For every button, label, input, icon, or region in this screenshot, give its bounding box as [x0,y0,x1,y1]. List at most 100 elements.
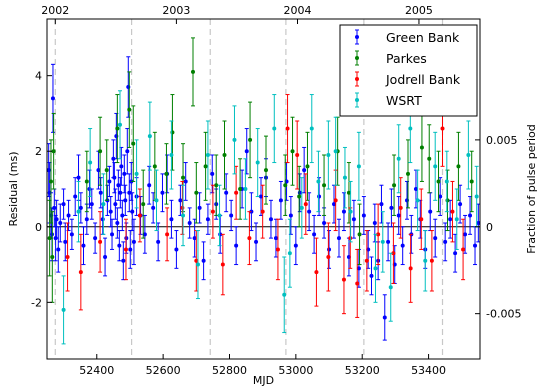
data-point [273,218,278,258]
point-marker [305,164,310,169]
point-marker [50,96,55,101]
data-point [396,196,401,235]
data-point [50,211,55,303]
point-marker [108,209,113,214]
point-marker [400,243,405,248]
data-point [100,203,105,235]
data-point [89,188,94,220]
data-point [268,199,273,239]
data-point [50,63,55,133]
point-marker [433,236,438,241]
data-point [169,199,174,239]
point-marker [282,292,287,297]
point-marker [336,236,341,241]
point-marker [456,164,461,169]
data-point [65,222,70,292]
point-marker [56,247,61,252]
data-point [317,177,322,216]
point-marker [392,183,397,188]
data-point [463,214,468,254]
point-marker [224,190,229,195]
data-point [183,162,188,201]
point-marker [243,187,248,191]
point-marker [181,213,186,218]
data-point [415,169,420,232]
point-marker [376,232,381,237]
point-marker [120,213,125,218]
point-marker [287,251,292,256]
legend-label: WSRT [386,93,422,108]
point-marker [131,239,136,244]
data-point [436,150,441,213]
point-marker [130,209,135,214]
data-point [104,139,109,201]
point-marker [453,251,458,256]
x-axis-label: MJD [253,374,274,387]
point-marker [165,232,170,237]
data-point [391,222,396,284]
y-tick-label: 4 [35,70,42,83]
data-point [73,177,78,216]
point-marker [154,198,159,203]
data-point [450,180,455,243]
point-marker [255,160,260,165]
point-marker [326,153,331,157]
data-point [314,237,319,307]
data-point [127,71,132,148]
point-marker [112,175,117,180]
point-marker [405,171,410,176]
right-tick-label: 0 [486,221,493,234]
point-marker [147,134,152,139]
data-point [147,165,152,205]
data-point [93,222,98,254]
data-point [428,192,433,232]
point-marker [260,209,265,214]
point-marker [293,243,298,248]
data-point [285,94,290,164]
point-marker [128,247,133,252]
point-marker [364,258,369,263]
data-point [448,199,453,239]
data-point [194,162,199,224]
x-tick-label: 53000 [278,364,313,377]
data-point [174,230,179,269]
point-marker [76,209,81,214]
point-marker [322,183,327,188]
data-point [400,226,405,266]
data-point [260,184,265,239]
point-marker [190,69,195,74]
point-marker [121,258,126,263]
point-marker [419,145,424,150]
point-marker [222,153,227,157]
point-marker [205,217,210,222]
point-marker [419,217,424,222]
point-marker [415,198,420,203]
point-marker [389,205,394,210]
point-marker [445,198,450,203]
point-marker [232,137,237,142]
point-marker [52,205,57,210]
point-marker [78,270,83,275]
data-point [398,177,403,239]
data-point [229,199,234,232]
point-marker [131,141,136,146]
point-marker [408,266,413,271]
point-marker [61,202,66,207]
data-point [197,192,202,224]
point-marker [302,168,307,173]
data-point [255,128,260,198]
data-point [234,226,239,266]
data-point [342,146,347,209]
point-marker [444,179,449,184]
data-point [101,173,106,235]
point-marker [278,198,283,203]
data-point [356,131,361,201]
point-marker [137,213,142,218]
data-point [254,222,259,262]
point-marker [151,205,156,210]
data-point [142,214,147,254]
data-point [293,226,298,266]
point-marker [66,213,71,218]
point-marker [169,217,174,222]
